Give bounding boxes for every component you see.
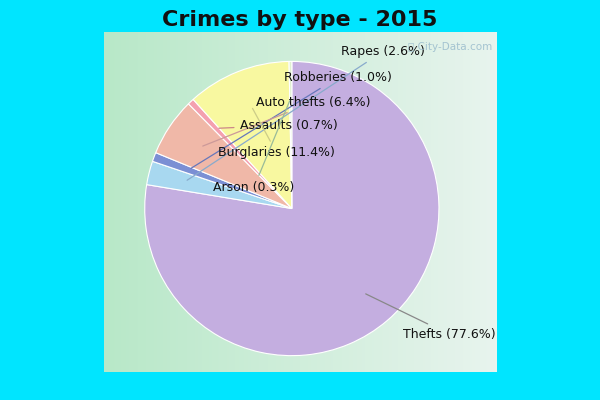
Text: ⓘ City-Data.com: ⓘ City-Data.com (408, 42, 492, 52)
Text: Thefts (77.6%): Thefts (77.6%) (366, 294, 496, 341)
Text: Auto thefts (6.4%): Auto thefts (6.4%) (203, 96, 370, 146)
Wedge shape (188, 100, 292, 208)
Wedge shape (289, 62, 292, 208)
Text: Assaults (0.7%): Assaults (0.7%) (219, 119, 337, 132)
Wedge shape (156, 104, 292, 208)
Text: Crimes by type - 2015: Crimes by type - 2015 (163, 10, 437, 30)
Wedge shape (146, 161, 292, 208)
Wedge shape (193, 62, 292, 208)
Text: Rapes (2.6%): Rapes (2.6%) (187, 45, 425, 180)
Wedge shape (152, 153, 292, 208)
Text: Robberies (1.0%): Robberies (1.0%) (191, 71, 392, 168)
Wedge shape (145, 62, 439, 356)
Text: Burglaries (11.4%): Burglaries (11.4%) (218, 108, 335, 160)
Text: Arson (0.3%): Arson (0.3%) (214, 101, 295, 194)
